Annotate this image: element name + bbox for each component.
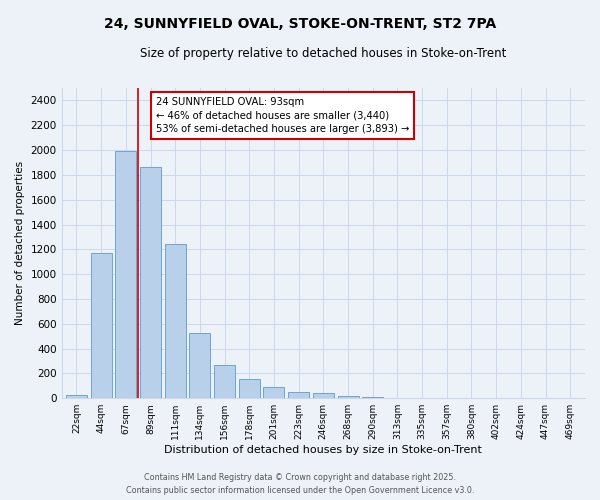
Bar bbox=[190, 333, 211, 398]
Bar bbox=[115, 152, 136, 398]
Bar bbox=[313, 392, 334, 398]
Text: 24 SUNNYFIELD OVAL: 93sqm
← 46% of detached houses are smaller (3,440)
53% of se: 24 SUNNYFIELD OVAL: 93sqm ← 46% of detac… bbox=[156, 98, 409, 134]
Text: 24, SUNNYFIELD OVAL, STOKE-ON-TRENT, ST2 7PA: 24, SUNNYFIELD OVAL, STOKE-ON-TRENT, ST2… bbox=[104, 18, 496, 32]
X-axis label: Distribution of detached houses by size in Stoke-on-Trent: Distribution of detached houses by size … bbox=[164, 445, 482, 455]
Text: Contains HM Land Registry data © Crown copyright and database right 2025.
Contai: Contains HM Land Registry data © Crown c… bbox=[126, 474, 474, 495]
Bar bbox=[91, 253, 112, 398]
Title: Size of property relative to detached houses in Stoke-on-Trent: Size of property relative to detached ho… bbox=[140, 48, 506, 60]
Bar bbox=[288, 392, 309, 398]
Bar bbox=[263, 387, 284, 398]
Bar bbox=[214, 364, 235, 398]
Bar bbox=[239, 379, 260, 398]
Bar bbox=[140, 168, 161, 398]
Bar bbox=[66, 395, 87, 398]
Bar bbox=[338, 396, 359, 398]
Y-axis label: Number of detached properties: Number of detached properties bbox=[15, 161, 25, 325]
Bar bbox=[362, 397, 383, 398]
Bar bbox=[165, 244, 186, 398]
